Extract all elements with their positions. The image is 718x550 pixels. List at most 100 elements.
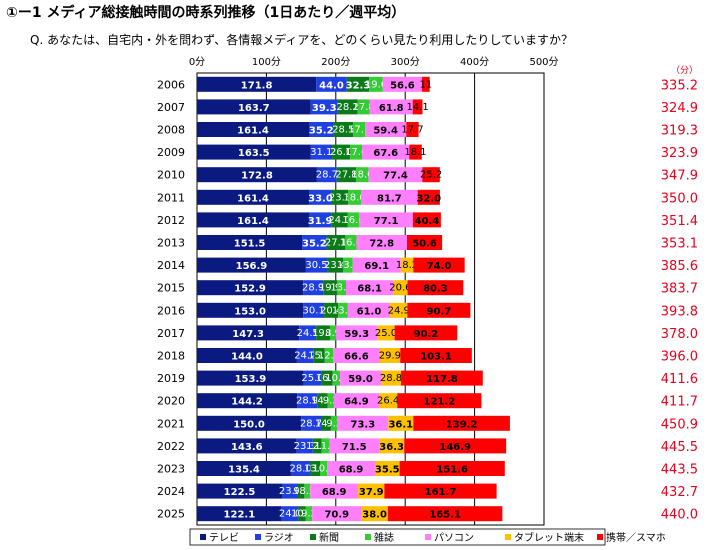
total-label: 411.7 <box>661 395 698 410</box>
data-label: 19.9 <box>319 283 341 294</box>
data-label: 20.6 <box>389 283 411 294</box>
bar-segment <box>397 393 482 409</box>
bar-segment <box>413 257 465 273</box>
bar-segment <box>379 438 405 454</box>
data-label: 161.4 <box>237 216 269 227</box>
bar-segment <box>387 506 503 522</box>
data-label: 152.9 <box>234 284 266 295</box>
bar-segment <box>377 325 395 341</box>
total-label: 411.6 <box>661 372 698 387</box>
data-label: 17.1 <box>348 125 370 136</box>
bar-segment <box>197 415 302 431</box>
bar-segment <box>303 302 325 318</box>
data-label: 64.9 <box>344 397 369 408</box>
bar-segment <box>304 483 311 499</box>
data-label: 13.8 <box>332 305 354 316</box>
bar-segment <box>368 167 423 183</box>
total-label: 396.0 <box>661 350 698 365</box>
bar-segment <box>407 280 464 296</box>
data-label: 12.7 <box>306 441 328 452</box>
data-label: 30.1 <box>302 305 324 316</box>
bar-segment <box>301 415 322 431</box>
bar-segment <box>350 144 363 160</box>
data-label: 31.9 <box>308 216 333 227</box>
bar-segment <box>345 235 357 250</box>
data-label: 66.6 <box>344 352 369 363</box>
bar-segment <box>197 189 310 205</box>
total-label: 383.7 <box>661 282 698 297</box>
data-label: 9.2 <box>293 486 309 497</box>
data-label: 28.2 <box>337 102 359 113</box>
bar-segment <box>281 506 299 522</box>
data-label: 10.3 <box>312 464 334 475</box>
data-label: 24.0 <box>279 509 301 520</box>
bar-segment <box>316 76 347 92</box>
data-label: 23.3 <box>329 192 351 203</box>
category-label: 2009 <box>157 146 185 159</box>
data-label: 143.6 <box>231 442 263 453</box>
bar-segment <box>319 461 328 476</box>
data-label: 90.7 <box>427 306 452 317</box>
data-label: 122.1 <box>224 510 256 521</box>
total-label: 347.9 <box>661 169 698 184</box>
data-label: 35.2 <box>309 126 334 137</box>
bar-segment <box>404 438 507 454</box>
bar-segment <box>407 302 471 318</box>
bar-segment <box>197 257 306 273</box>
data-label: 9.3 <box>326 418 342 429</box>
data-label: 13.8 <box>304 464 326 475</box>
data-label: 151.6 <box>436 465 468 476</box>
data-label: 26.4 <box>377 396 399 407</box>
bar-segment <box>412 212 441 228</box>
data-label: 17.8 <box>352 102 374 113</box>
category-label: 2022 <box>157 440 185 453</box>
data-label: 50.6 <box>412 239 437 250</box>
bar-segment <box>337 99 358 115</box>
data-label: 68.9 <box>339 465 364 476</box>
bar-segment <box>323 280 337 296</box>
data-label: 28.0 <box>290 464 312 475</box>
bar-segment <box>331 212 348 228</box>
legend-swatch <box>597 534 603 540</box>
bar-segment <box>412 99 423 115</box>
data-label: 59.3 <box>344 329 369 340</box>
data-label: 28.8 <box>380 373 402 384</box>
data-label: 165.1 <box>429 510 461 521</box>
bar-segment <box>369 76 383 92</box>
data-label: 31.1 <box>310 147 332 158</box>
data-label: 151.5 <box>234 239 266 250</box>
total-label: 385.6 <box>661 259 698 274</box>
category-label: 2017 <box>157 327 185 340</box>
bar-segment <box>333 348 380 363</box>
data-label: 30.5 <box>305 260 327 271</box>
data-label: 11 <box>420 79 433 90</box>
legend-label: パソコン <box>434 532 474 544</box>
data-label: 28.9 <box>302 283 324 294</box>
category-label: 2025 <box>157 508 185 521</box>
data-label: 90.2 <box>414 329 439 340</box>
data-label: 37.9 <box>359 487 384 498</box>
bar-segment <box>388 415 414 431</box>
data-label: 12.3 <box>318 351 340 362</box>
category-label: 2013 <box>157 237 185 250</box>
bar-segment <box>197 506 282 522</box>
plot-frame <box>196 72 545 526</box>
data-label: 71.5 <box>342 442 367 453</box>
bar-segment <box>330 415 338 431</box>
bar-segment <box>197 280 304 296</box>
data-label: 10.7 <box>325 373 347 384</box>
x-tick-label: 100分 <box>252 56 281 68</box>
bar-segment <box>316 167 337 183</box>
bar-segment <box>347 302 391 318</box>
total-label: 393.8 <box>661 304 698 319</box>
data-label: 23.0 <box>279 486 301 497</box>
bar-segment <box>329 325 337 341</box>
bar-segment <box>409 144 422 160</box>
bar-segment <box>310 483 359 499</box>
bar-segment <box>356 235 408 250</box>
data-label: 24.0 <box>328 215 350 226</box>
x-tick-label: 500分 <box>529 56 558 68</box>
data-label: 18.0 <box>351 170 373 181</box>
data-label: 172.8 <box>241 171 273 182</box>
bar-segment <box>321 415 331 431</box>
